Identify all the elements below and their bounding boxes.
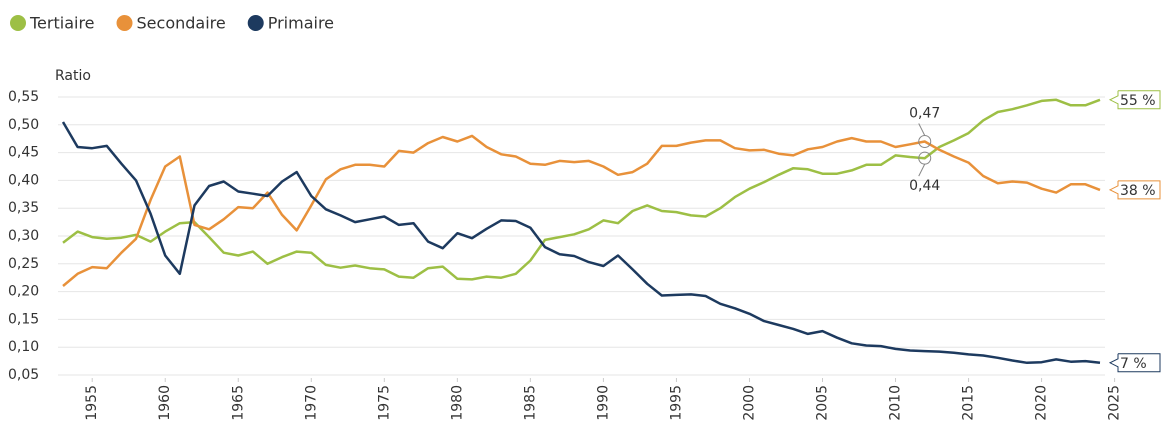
x-tick-label: 2015 — [961, 385, 977, 421]
annotation-label: 0,47 — [909, 105, 940, 121]
end-label: 55 % — [1120, 93, 1156, 109]
x-tick-label: 1985 — [522, 385, 538, 421]
end-label: 7 % — [1120, 356, 1147, 372]
x-tick-label: 2005 — [814, 385, 830, 421]
x-tick-label: 1970 — [303, 385, 319, 421]
annotation-leader — [918, 163, 926, 177]
y-tick-label: 0,10 — [8, 339, 39, 355]
end-label-box — [1108, 90, 1161, 110]
series-line — [61, 121, 1101, 365]
y-tick-label: 0,05 — [8, 367, 39, 383]
legend-marker — [10, 15, 26, 31]
y-tick-label: 0,15 — [8, 311, 39, 327]
y-tick-label: 0,35 — [8, 200, 39, 216]
x-tick-label: 1995 — [668, 385, 684, 421]
end-label: 38 % — [1120, 183, 1156, 199]
legend-label: Secondaire — [137, 14, 226, 33]
x-tick-label: 1955 — [84, 385, 100, 421]
x-tick-label: 2020 — [1034, 385, 1050, 421]
y-axis-label: Ratio — [55, 68, 91, 84]
x-tick-label: 1990 — [595, 385, 611, 421]
x-tick-label: 1965 — [230, 385, 246, 421]
x-tick-label: 2025 — [1107, 385, 1123, 421]
x-tick-label: 1960 — [157, 385, 173, 421]
x-tick-label: 1980 — [449, 385, 465, 421]
y-tick-label: 0,20 — [8, 284, 39, 300]
series-line — [62, 134, 1101, 287]
x-tick-label: 1975 — [376, 385, 392, 421]
y-tick-label: 0,45 — [8, 145, 39, 161]
legend-label: Tertiaire — [29, 14, 95, 33]
x-tick-label: 2000 — [741, 385, 757, 421]
y-tick-label: 0,50 — [8, 117, 39, 133]
y-tick-label: 0,40 — [8, 172, 39, 188]
x-tick-label: 2010 — [888, 385, 904, 421]
end-label-box — [1108, 180, 1161, 200]
annotation-label: 0,44 — [909, 178, 940, 194]
legend-marker — [247, 15, 264, 31]
legend-marker — [116, 15, 133, 31]
end-label-box — [1108, 353, 1161, 373]
y-tick-label: 0,55 — [8, 89, 39, 105]
series-line — [62, 98, 1101, 281]
legend-label: Primaire — [268, 14, 334, 33]
y-tick-label: 0,25 — [8, 256, 39, 272]
annotation-leader — [918, 123, 926, 136]
y-tick-label: 0,30 — [8, 228, 39, 244]
